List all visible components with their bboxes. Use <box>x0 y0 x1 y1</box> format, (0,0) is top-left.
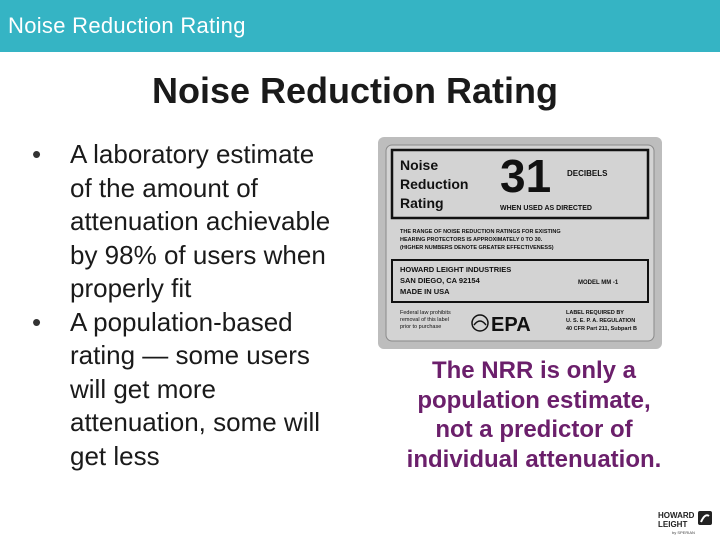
bullet-item: • A laboratory estimate of the amount of… <box>28 138 373 306</box>
label-maker-line: SAN DIEGO, CA 92154 <box>400 276 481 285</box>
epa-seal-icon <box>471 314 489 332</box>
label-nrr-number: 31 <box>500 150 551 202</box>
label-heading-line: Noise <box>400 157 438 173</box>
bullet-line: properly fit <box>70 273 192 303</box>
bullet-line: by 98% of users when <box>70 239 326 270</box>
bullet-line: A population-based <box>70 306 293 337</box>
callout-line: population estimate, <box>417 386 651 414</box>
label-range-line: HEARING PROTECTORS IS APPROXIMATELY 0 TO… <box>400 237 543 243</box>
label-plate <box>385 144 655 342</box>
label-req-line: 40 CFR Part 211, Subpart B <box>566 326 637 332</box>
label-heading-line: Reduction <box>400 176 468 192</box>
callout-line: individual attenuation. <box>406 445 662 473</box>
label-fed-line: prior to purchase <box>400 324 441 330</box>
logo-line: LEIGHT <box>658 520 687 529</box>
label-fed-line: removal of this label <box>400 317 449 323</box>
nrr-label-graphic: Noise Reduction Rating 31 DECIBELS WHEN … <box>385 144 655 342</box>
label-top-box <box>390 148 650 220</box>
callout-line: not a predictor of <box>435 416 633 443</box>
bullet-line: get less <box>70 440 160 471</box>
label-req-line: U. S. E. P. A. REGULATION <box>566 318 635 324</box>
bullet-marker: • <box>32 306 42 337</box>
callout-text: The NRR is only a population estimate, n… <box>378 356 690 474</box>
logo-sub: by SPERIAN <box>672 530 695 535</box>
bullet-line: attenuation, some will <box>70 407 321 437</box>
bullet-line: A laboratory estimate <box>70 139 315 169</box>
label-range-line: THE RANGE OF NOISE REDUCTION RATINGS FOR… <box>400 229 561 235</box>
howard-leight-logo: HOWARD LEIGHT by SPERIAN <box>656 508 716 536</box>
nrr-label-photo: Noise Reduction Rating 31 DECIBELS WHEN … <box>378 137 662 349</box>
label-heading-line: Rating <box>400 195 444 211</box>
label-maker-line: HOWARD LEIGHT INDUSTRIES <box>400 265 511 274</box>
logo-graphic: HOWARD LEIGHT by SPERIAN <box>658 511 712 535</box>
header-title: Noise Reduction Rating <box>8 13 246 38</box>
label-model: MODEL MM -1 <box>578 280 619 286</box>
callout-line: The NRR is only a <box>431 357 637 384</box>
header-bar: Noise Reduction Rating <box>0 0 720 52</box>
slide-title: Noise Reduction Rating <box>151 70 559 111</box>
bullet-line: rating — some users <box>70 340 310 370</box>
bullet-marker: • <box>32 139 42 169</box>
label-epa: EPA <box>491 314 531 336</box>
label-fed-line: Federal law prohibits <box>400 310 451 316</box>
earplug-icon <box>698 511 712 525</box>
bullet-line: of the amount of <box>70 172 258 203</box>
label-decibels: DECIBELS <box>567 169 608 178</box>
bullet-line: attenuation achievable <box>70 206 331 236</box>
label-maker-line: MADE IN USA <box>400 287 450 296</box>
label-maker-box <box>391 259 649 303</box>
bullet-list: • A laboratory estimate of the amount of… <box>28 138 373 473</box>
bullet-line: will get more <box>70 373 216 404</box>
logo-line: HOWARD <box>658 511 695 520</box>
label-when-used: WHEN USED AS DIRECTED <box>500 205 592 212</box>
label-range-line: (HIGHER NUMBERS DENOTE GREATER EFFECTIVE… <box>400 245 554 251</box>
label-req-line: LABEL REQUIRED BY <box>566 310 624 316</box>
bullet-item: • A population-based rating — some users… <box>28 306 373 474</box>
